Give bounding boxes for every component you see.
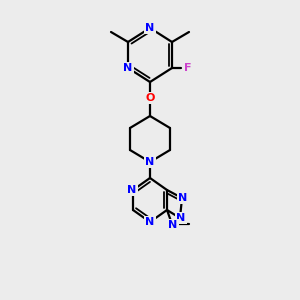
Text: N: N (168, 220, 178, 230)
Text: N: N (146, 217, 154, 227)
Text: N: N (123, 63, 133, 73)
Text: N: N (146, 23, 154, 33)
Text: N: N (178, 193, 188, 203)
Text: O: O (145, 93, 155, 103)
Text: N: N (128, 185, 136, 195)
Text: F: F (184, 63, 192, 73)
Text: N: N (146, 157, 154, 167)
Text: N: N (176, 213, 186, 223)
